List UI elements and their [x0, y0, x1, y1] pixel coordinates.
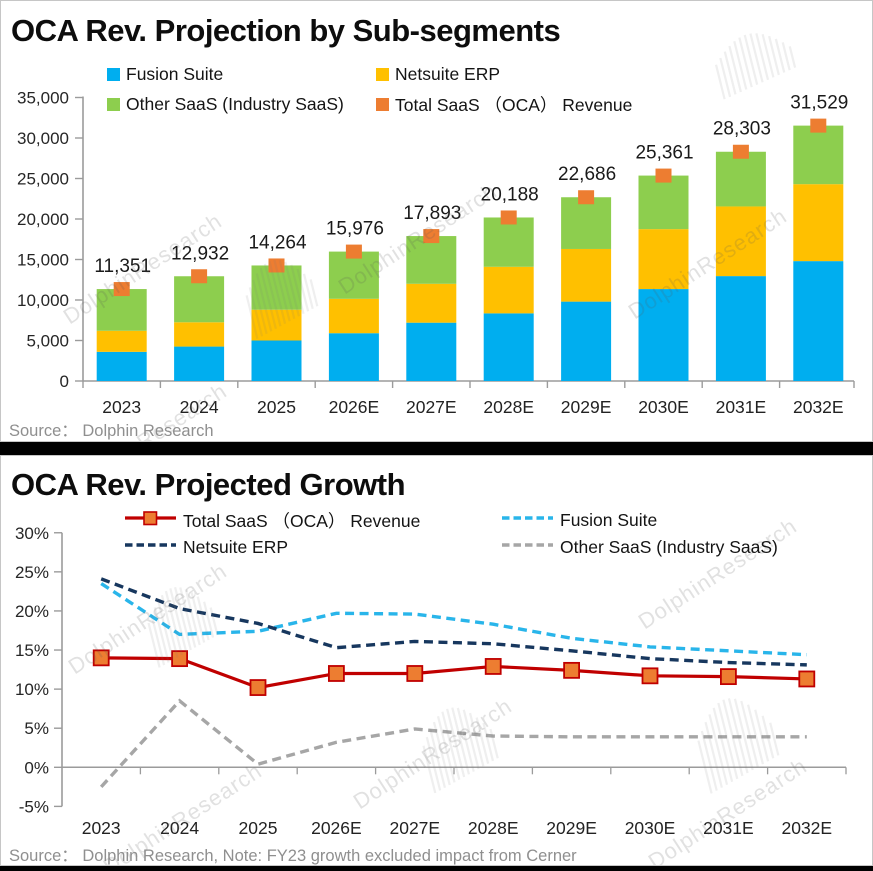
svg-text:2026E: 2026E: [311, 818, 362, 838]
svg-text:2027E: 2027E: [406, 397, 457, 417]
stacked-bar-chart: 0 5,000 10,000 15,000 20,000 25,000 30,000 35,0…: [17, 89, 855, 417]
svg-text:10,000: 10,000: [17, 291, 69, 310]
legend-fusion-suite: Fusion Suite: [107, 63, 376, 85]
svg-text:2023: 2023: [102, 397, 141, 417]
divider-bar: [0, 442, 873, 455]
svg-text:14,264: 14,264: [248, 232, 307, 253]
bottom-chart-source: Source： Dolphin Research, Note: FY23 gro…: [9, 847, 577, 865]
bottom-chart-card: OCA Rev. Projected Growth Total SaaS （OC…: [0, 455, 873, 866]
legend-total-saas-oca-revenue: Total SaaS （OCA） Revenue: [376, 93, 632, 115]
svg-text:30,000: 30,000: [17, 129, 69, 148]
svg-text:2032E: 2032E: [793, 397, 844, 417]
svg-text:10%: 10%: [15, 680, 49, 699]
top-chart-legend: Fusion Suite Netsuite ERP Other SaaS (Indu…: [107, 63, 632, 115]
svg-text:20,188: 20,188: [481, 184, 539, 205]
svg-text:2030E: 2030E: [625, 818, 676, 838]
svg-text:25,000: 25,000: [17, 170, 69, 189]
legend-dashed-line-icon: [501, 510, 554, 531]
top-chart-card: OCA Rev. Projection by Sub-segments Fusi…: [0, 0, 873, 442]
legend-fusion-suite: Fusion Suite: [501, 509, 778, 531]
legend-label: Other SaaS (Industry SaaS): [126, 93, 344, 114]
legend-swatch-icon: [107, 67, 120, 81]
legend-label: Netsuite ERP: [395, 63, 501, 84]
legend-swatch-icon: [107, 97, 120, 111]
svg-text:28,303: 28,303: [713, 119, 771, 140]
svg-text:2025: 2025: [257, 397, 296, 417]
svg-text:2026E: 2026E: [329, 397, 380, 417]
top-chart-title: OCA Rev. Projection by Sub-segments: [11, 13, 561, 48]
svg-text:2031E: 2031E: [703, 818, 754, 838]
svg-text:2027E: 2027E: [389, 818, 440, 838]
svg-text:15,976: 15,976: [326, 219, 384, 240]
svg-text:15,000: 15,000: [17, 251, 69, 270]
svg-text:30%: 30%: [15, 524, 49, 543]
svg-text:17,893: 17,893: [403, 203, 461, 224]
legend-netsuite-erp: Netsuite ERP: [376, 63, 632, 85]
svg-text:35,000: 35,000: [17, 89, 69, 108]
svg-text:2031E: 2031E: [716, 397, 767, 417]
svg-text:2029E: 2029E: [561, 397, 612, 417]
legend-label: Total SaaS （OCA） Revenue: [183, 510, 421, 531]
legend-total-saas-oca-revenue: Total SaaS （OCA） Revenue: [124, 509, 501, 531]
legend-label: Total SaaS （OCA） Revenue: [395, 94, 633, 115]
legend-label: Fusion Suite: [560, 509, 658, 530]
legend-swatch-icon: [376, 67, 389, 81]
svg-text:2030E: 2030E: [638, 397, 689, 417]
bottom-bar: [0, 866, 873, 871]
svg-text:2025: 2025: [239, 818, 278, 838]
legend-other-saas-industry-saas: Other SaaS (Industry SaaS): [107, 93, 376, 115]
legend-other-saas-industry-saas: Other SaaS (Industry SaaS): [501, 536, 778, 558]
legend-netsuite-erp: Netsuite ERP: [124, 536, 501, 558]
line-chart: -5% 0% 5% 10% 15% 20% 25% 30% 2023 2024 2025 2026E 2…: [15, 524, 847, 838]
svg-text:25,361: 25,361: [635, 143, 693, 164]
svg-text:2028E: 2028E: [483, 397, 534, 417]
svg-text:-5%: -5%: [19, 797, 49, 816]
svg-text:12,932: 12,932: [171, 243, 229, 264]
svg-text:22,686: 22,686: [558, 164, 616, 185]
svg-text:0: 0: [60, 372, 69, 391]
svg-text:2028E: 2028E: [468, 818, 519, 838]
svg-text:2024: 2024: [180, 397, 219, 417]
svg-text:5,000: 5,000: [26, 332, 69, 351]
bottom-chart-legend: Total SaaS （OCA） Revenue Fusion Suite Nets…: [124, 509, 778, 558]
legend-dashed-line-icon: [501, 537, 554, 558]
bottom-chart-title: OCA Rev. Projected Growth: [11, 467, 406, 502]
svg-text:11,351: 11,351: [94, 256, 151, 277]
legend-line-marker-icon: [124, 510, 177, 531]
svg-text:0%: 0%: [24, 758, 49, 777]
svg-text:5%: 5%: [24, 719, 49, 738]
legend-label: Other SaaS (Industry SaaS): [560, 536, 778, 557]
legend-swatch-icon: [376, 97, 389, 111]
svg-text:31,529: 31,529: [790, 93, 848, 114]
legend-label: Fusion Suite: [126, 63, 224, 84]
legend-label: Netsuite ERP: [183, 536, 289, 557]
legend-dashed-line-icon: [124, 537, 177, 558]
svg-text:2029E: 2029E: [546, 818, 597, 838]
svg-text:20,000: 20,000: [17, 210, 69, 229]
top-chart-source: Source： Dolphin Research: [9, 422, 214, 440]
svg-text:25%: 25%: [15, 563, 49, 582]
svg-text:2024: 2024: [160, 818, 199, 838]
svg-text:15%: 15%: [15, 641, 49, 660]
svg-text:20%: 20%: [15, 602, 49, 621]
svg-text:2023: 2023: [82, 818, 121, 838]
svg-text:2032E: 2032E: [781, 818, 832, 838]
